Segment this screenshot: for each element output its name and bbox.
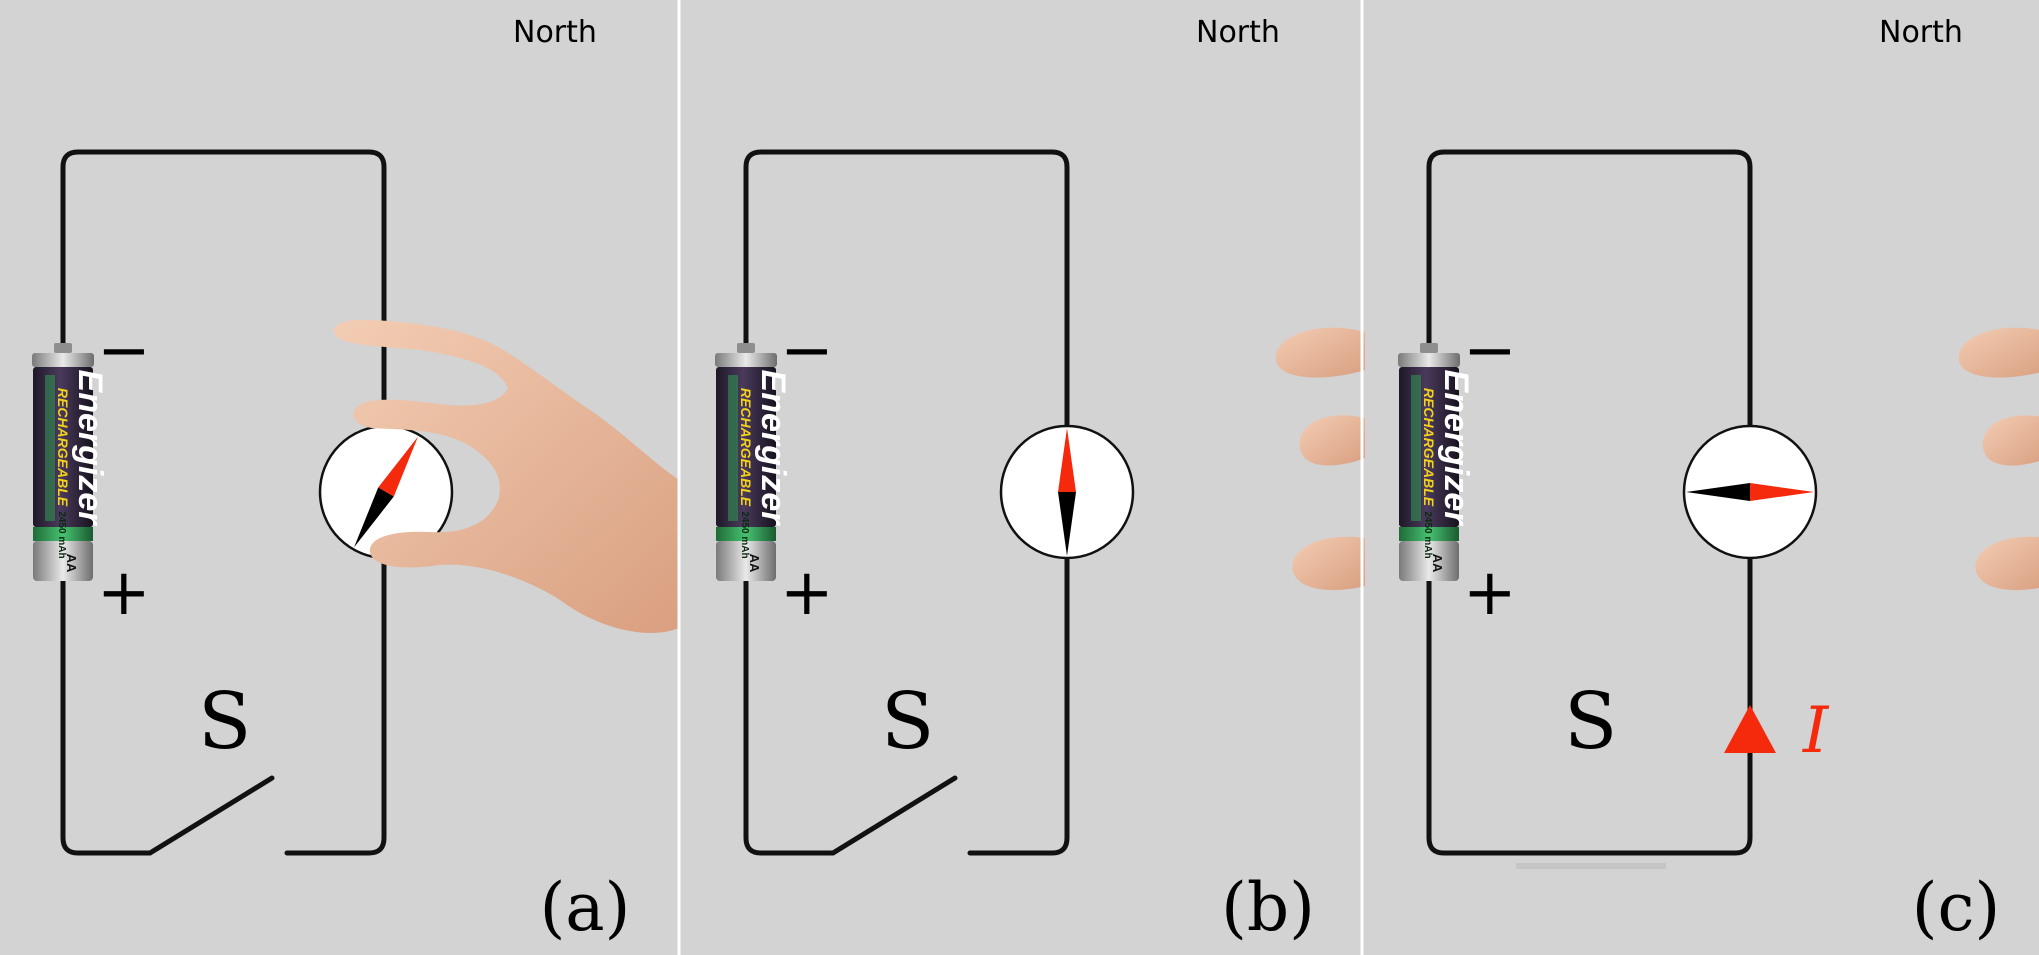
battery-brand: Energizer bbox=[754, 370, 792, 527]
switch-lever bbox=[147, 775, 275, 856]
plus-sign: + bbox=[780, 556, 834, 630]
compass-needle bbox=[354, 436, 418, 548]
switch-label: S bbox=[881, 677, 934, 767]
circuit-wire bbox=[743, 149, 1070, 856]
needle-south-tip bbox=[1058, 492, 1076, 556]
north-label: North bbox=[1879, 15, 1963, 50]
current-label: I bbox=[1802, 694, 1830, 768]
battery-brand: Energizer bbox=[1437, 370, 1475, 527]
battery-capacity: 2450 mAh bbox=[56, 511, 67, 558]
needle-north-tip bbox=[378, 436, 418, 497]
compass-needle bbox=[1058, 428, 1076, 556]
switch-label: S bbox=[1564, 677, 1617, 767]
panel-label: (c) bbox=[1912, 869, 2000, 946]
battery-type: RECHARGEABLE bbox=[738, 388, 754, 507]
minus-sign: − bbox=[1463, 314, 1517, 388]
panel-label: (a) bbox=[540, 869, 631, 946]
battery-brand: Energizer bbox=[71, 370, 109, 527]
battery-type: RECHARGEABLE bbox=[55, 388, 71, 507]
circuit-wire bbox=[1426, 149, 1753, 856]
needle-south-tip bbox=[1686, 483, 1750, 501]
plus-sign: + bbox=[97, 556, 151, 630]
north-label: North bbox=[1196, 15, 1280, 50]
north-label: North bbox=[513, 15, 597, 50]
battery-type: RECHARGEABLE bbox=[1421, 388, 1437, 507]
battery-capacity: 2450 mAh bbox=[739, 511, 750, 558]
current-indicator: I bbox=[1724, 694, 1830, 768]
needle-north-tip bbox=[1058, 428, 1076, 492]
battery-size: AA bbox=[747, 554, 762, 573]
needle-south-tip bbox=[354, 487, 394, 548]
minus-sign: − bbox=[97, 314, 151, 388]
circuit-wire bbox=[60, 149, 387, 856]
switch-lever bbox=[830, 775, 958, 856]
plus-sign: + bbox=[1463, 556, 1517, 630]
fingertips bbox=[1275, 327, 1365, 591]
switch-label: S bbox=[198, 677, 251, 767]
battery-size: AA bbox=[64, 554, 79, 573]
compass bbox=[318, 424, 454, 560]
battery-capacity: 2450 mAh bbox=[1422, 511, 1433, 558]
compass bbox=[999, 424, 1135, 560]
battery-size: AA bbox=[1430, 554, 1445, 573]
hand bbox=[333, 319, 679, 633]
compass-needle bbox=[1686, 483, 1814, 501]
compass bbox=[1682, 424, 1818, 560]
minus-sign: − bbox=[780, 314, 834, 388]
fingertips bbox=[1958, 327, 2039, 591]
current-arrow bbox=[1724, 705, 1776, 753]
needle-north-tip bbox=[1750, 483, 1814, 501]
panel-label: (b) bbox=[1221, 869, 1315, 946]
hand-shape bbox=[333, 319, 679, 633]
